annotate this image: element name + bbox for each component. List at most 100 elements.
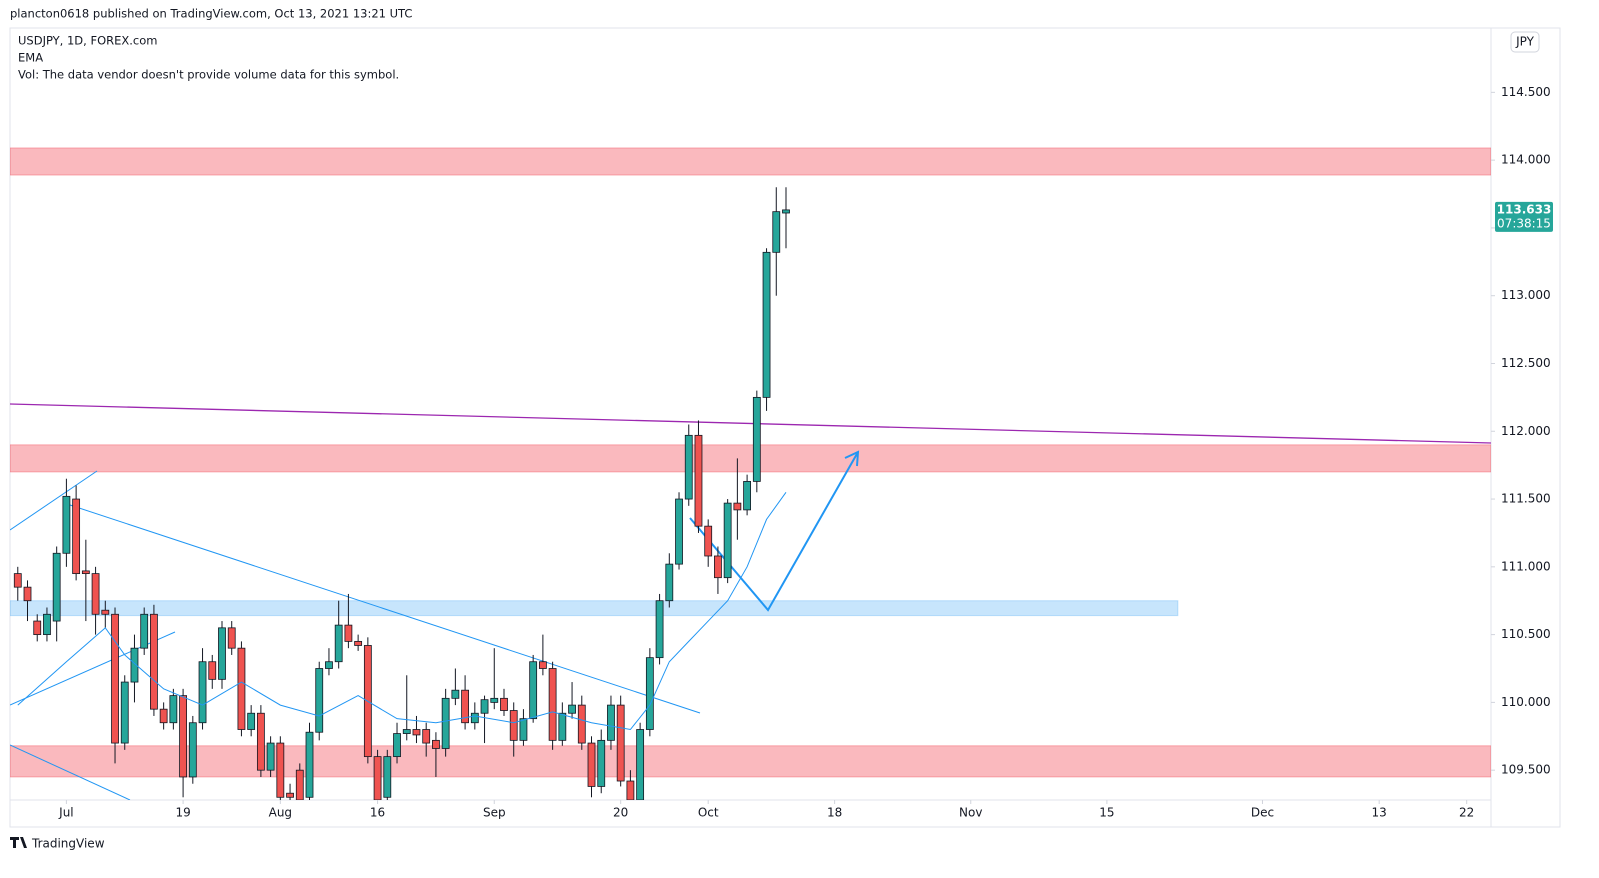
candle-body [62, 495, 71, 554]
candle-body [636, 729, 645, 800]
trend-line [10, 403, 1491, 444]
candle-body [188, 722, 197, 778]
candle-body [490, 697, 499, 703]
logo-icon [10, 837, 27, 848]
arrow-path [689, 451, 859, 612]
candle-body [655, 600, 664, 659]
candle-body [577, 704, 586, 744]
zones [10, 147, 1491, 778]
candle-body [752, 396, 761, 482]
candle-body [120, 681, 129, 744]
candle-body [597, 739, 606, 787]
currency-label[interactable]: JPY [1515, 35, 1535, 49]
candle-body [305, 731, 314, 798]
candle-body [587, 742, 596, 787]
candle-body [714, 555, 722, 579]
candle-body [772, 211, 781, 253]
x-tick-label: 16 [370, 806, 385, 820]
x-tick-label: Oct [698, 806, 719, 820]
candle-body [111, 613, 119, 744]
candle-body [43, 613, 51, 636]
candle-body [616, 704, 625, 782]
candle-body [461, 689, 469, 724]
candle-body [169, 695, 178, 724]
zone [10, 444, 1491, 473]
zone [10, 745, 1491, 778]
symbol-title: USDJPY, 1D, FOREX.com [18, 34, 157, 48]
candle-body [558, 712, 567, 741]
last-price-label: 113.633 [1497, 202, 1552, 216]
zone [10, 147, 1491, 176]
channel-line [10, 744, 131, 800]
candle-body [198, 661, 207, 724]
candle-body [247, 712, 256, 730]
candle-body [665, 563, 674, 602]
candle-body [266, 742, 275, 771]
candle-body [81, 570, 90, 575]
arrow-head [844, 450, 860, 467]
candle-body [432, 739, 440, 749]
x-tick-label: Nov [959, 806, 982, 820]
y-tick-label: 114.500 [1501, 85, 1551, 99]
footer-brand: TradingView [31, 837, 105, 851]
candle-body [383, 756, 392, 798]
x-tick-label: 22 [1459, 806, 1474, 820]
candle-body [227, 627, 236, 649]
candle-body [344, 624, 353, 642]
candle-body [354, 640, 363, 646]
y-tick-label: 111.500 [1501, 492, 1551, 506]
candle-body [538, 661, 547, 669]
candle-body [33, 620, 42, 636]
y-tick-label: 109.500 [1501, 763, 1551, 777]
candle-body [422, 729, 431, 744]
currency-button[interactable] [1510, 31, 1540, 53]
x-tick-label: 20 [613, 806, 628, 820]
x-tick-label: 18 [827, 806, 842, 820]
y-tick-label: 114.000 [1501, 153, 1551, 167]
candle-body [470, 712, 479, 724]
candle-body [13, 573, 22, 588]
trend-line [69, 504, 701, 714]
candle-body [704, 525, 713, 557]
x-tick-label: 15 [1099, 806, 1114, 820]
candle-body [52, 552, 61, 622]
candle-body [286, 792, 294, 798]
candle-body [140, 613, 149, 649]
y-tick-label: 112.000 [1501, 424, 1551, 438]
y-tick-label: 112.500 [1501, 356, 1551, 370]
candle-body [159, 708, 168, 724]
candle-body [684, 434, 693, 500]
candle-body [568, 704, 576, 714]
candle-body [334, 624, 343, 663]
candle-body [179, 695, 187, 778]
candle-body [237, 647, 246, 730]
candle-body [480, 699, 489, 714]
candle-body [256, 712, 265, 771]
candle-body [762, 251, 771, 398]
candle-body [645, 657, 654, 730]
candle-body [72, 498, 81, 575]
candle-body [91, 573, 100, 615]
published-line: plancton0618 published on TradingView.co… [10, 7, 412, 21]
candle-body [441, 697, 450, 749]
candle-body [276, 742, 285, 798]
candle-body [500, 697, 508, 711]
x-tick-label: 19 [175, 806, 190, 820]
candle-body [694, 434, 703, 527]
indicator-label: Vol: The data vendor doesn't provide vol… [18, 68, 399, 82]
candle-body [208, 661, 217, 680]
candle-body [218, 627, 226, 680]
candle-body [743, 481, 751, 511]
last-price-badge [1495, 201, 1553, 232]
candle-body [130, 647, 139, 683]
candle-body [529, 661, 538, 720]
candle-body [626, 780, 635, 800]
y-tick-label: 111.000 [1501, 559, 1551, 573]
candle-body [315, 668, 324, 733]
countdown-label: 07:38:15 [1497, 216, 1551, 230]
zone [10, 600, 1179, 617]
candle-body [373, 756, 382, 800]
candle-body [393, 733, 401, 758]
candle-body [451, 689, 460, 699]
